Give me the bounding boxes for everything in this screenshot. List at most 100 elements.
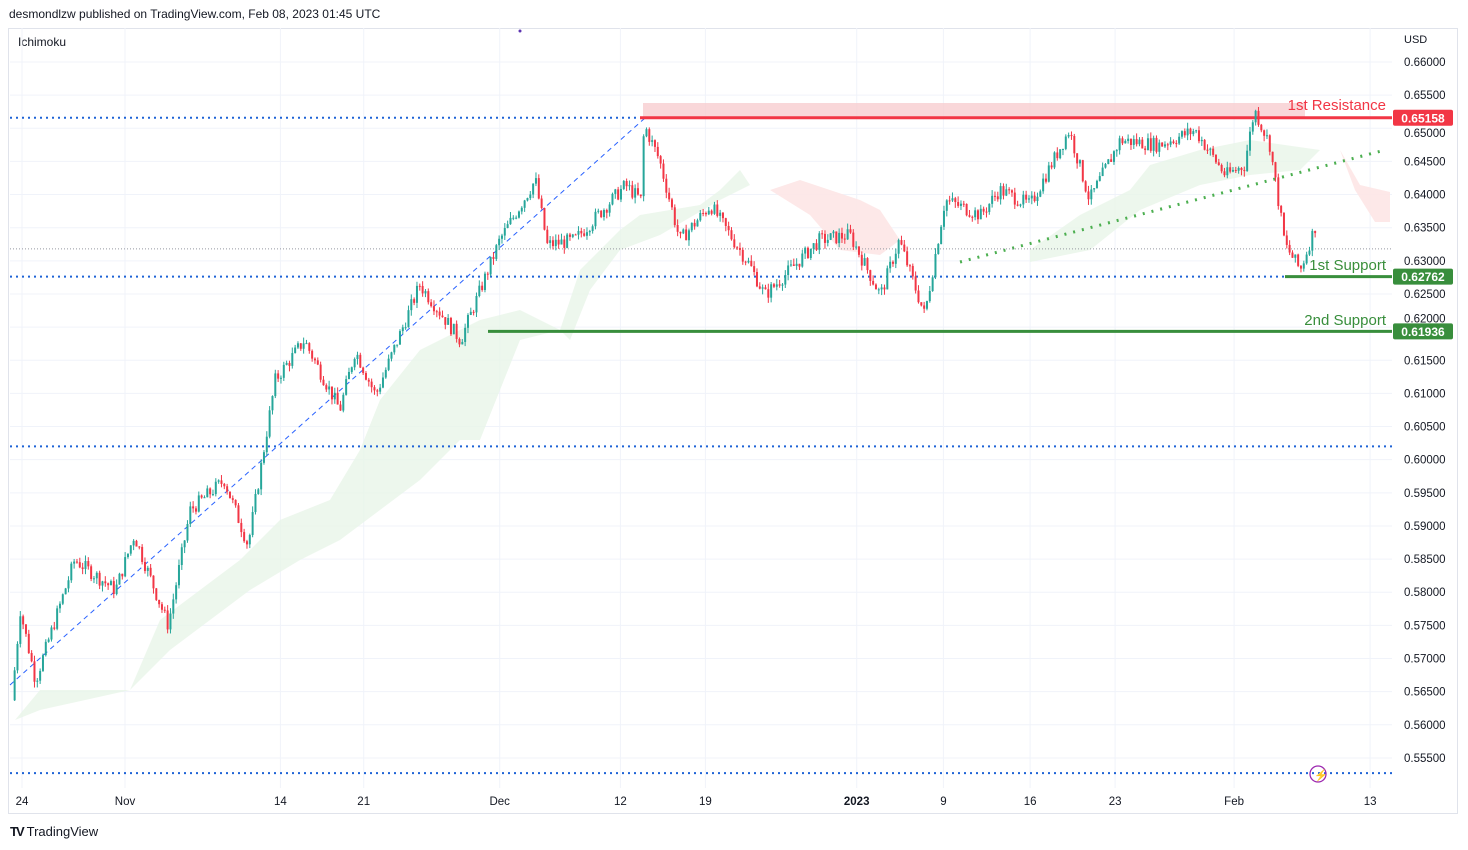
candle-body: [829, 233, 832, 240]
candle-body: [744, 261, 747, 263]
price-tick: 0.55500: [1404, 753, 1446, 765]
candle-body: [104, 581, 107, 584]
candle-body: [753, 266, 756, 272]
candle-body: [390, 352, 393, 359]
trend-line-dotted[interactable]: [959, 148, 1386, 264]
candle-body: [101, 581, 104, 586]
candle-body: [648, 129, 651, 142]
candle-body: [1030, 195, 1033, 199]
candle-body: [974, 210, 977, 218]
candle-body: [914, 276, 917, 291]
candle-body: [220, 480, 223, 484]
candle-body: [367, 379, 370, 382]
candle-body: [645, 129, 648, 137]
candle-body: [1263, 130, 1266, 136]
candle-body: [537, 178, 540, 199]
candle-body: [353, 358, 356, 368]
candle-body: [503, 228, 506, 236]
level-label: 1st Support: [1309, 257, 1387, 274]
candle-body: [880, 287, 883, 290]
event-marker[interactable]: [518, 29, 522, 33]
tradingview-logo[interactable]: TV TradingView: [10, 824, 98, 839]
price-tick: 0.58500: [1404, 554, 1446, 566]
lightning-icon[interactable]: [1309, 765, 1327, 783]
candle-body: [730, 230, 733, 240]
candle-body: [475, 295, 478, 313]
candle-body: [333, 392, 336, 400]
candle-body: [515, 217, 518, 219]
candle-body: [897, 240, 900, 254]
candle-body: [512, 217, 515, 219]
candle-body: [855, 246, 858, 248]
candle-body: [719, 212, 722, 216]
candle-body: [826, 239, 829, 243]
candle-body: [920, 302, 923, 306]
candle-body: [574, 234, 577, 236]
candle-body: [401, 327, 404, 332]
candle-body: [90, 566, 93, 579]
candle-body: [1059, 149, 1062, 159]
candle-body: [1050, 165, 1053, 168]
candle-body: [906, 251, 909, 266]
candle-body: [1025, 194, 1028, 200]
candle-body: [305, 343, 308, 345]
level-label: 1st Resistance: [1288, 97, 1386, 114]
candle-body: [617, 189, 620, 200]
candle-body: [758, 286, 761, 289]
time-tick: Nov: [115, 796, 136, 808]
candle-body: [166, 610, 169, 630]
candle-body: [22, 616, 25, 625]
candle-body: [192, 506, 195, 509]
candle-body: [928, 291, 931, 302]
candle-body: [1288, 244, 1291, 253]
candle-body: [571, 234, 574, 237]
candle-body: [605, 209, 608, 213]
candle-body: [313, 358, 316, 361]
candle-body: [291, 353, 294, 366]
candle-body: [1044, 178, 1047, 182]
candle-body: [665, 178, 668, 193]
candle-body: [1246, 150, 1249, 171]
candle-body: [169, 613, 172, 630]
candle-body: [1217, 162, 1220, 165]
candle-body: [1251, 122, 1254, 132]
candle-body: [294, 347, 297, 354]
candle-body: [50, 627, 53, 640]
candle-body: [1178, 136, 1181, 144]
candle-body: [687, 230, 690, 241]
candle-body: [809, 248, 812, 259]
candle-body: [761, 287, 764, 289]
price-tick: 0.62500: [1404, 289, 1446, 301]
candle-body: [1047, 165, 1050, 182]
chart-frame[interactable]: [8, 28, 1458, 814]
candle-body: [588, 231, 591, 233]
candle-body: [282, 364, 285, 378]
candle-body: [30, 653, 33, 662]
candle-body: [1169, 141, 1172, 145]
candle-body: [716, 204, 719, 216]
candle-body: [1155, 137, 1158, 152]
candle-body: [1305, 254, 1308, 264]
time-axis: 24 Nov 14 21 Dec 12 19 2023 9 16 23 Feb 13: [16, 796, 1377, 808]
trend-line-dashed[interactable]: [9, 117, 646, 686]
candle-body: [27, 633, 30, 654]
candle-body: [39, 670, 42, 681]
candle-body: [398, 331, 401, 345]
price-tick: 0.59500: [1404, 488, 1446, 500]
candle-body: [175, 585, 178, 600]
candle-body: [345, 379, 348, 395]
candle-body: [1129, 138, 1132, 145]
candle-body: [1200, 139, 1203, 142]
candle-body: [1005, 189, 1008, 196]
candle-body: [132, 540, 135, 546]
candle-body: [257, 489, 260, 494]
candle-body: [707, 210, 710, 215]
indicator-label[interactable]: Ichimoku: [18, 35, 67, 49]
time-tick: 24: [16, 796, 29, 808]
candle-body: [917, 290, 920, 303]
candle-body: [274, 373, 277, 397]
candle-body: [872, 280, 875, 285]
price-tick: 0.56000: [1404, 720, 1446, 732]
candle-body: [393, 344, 396, 353]
